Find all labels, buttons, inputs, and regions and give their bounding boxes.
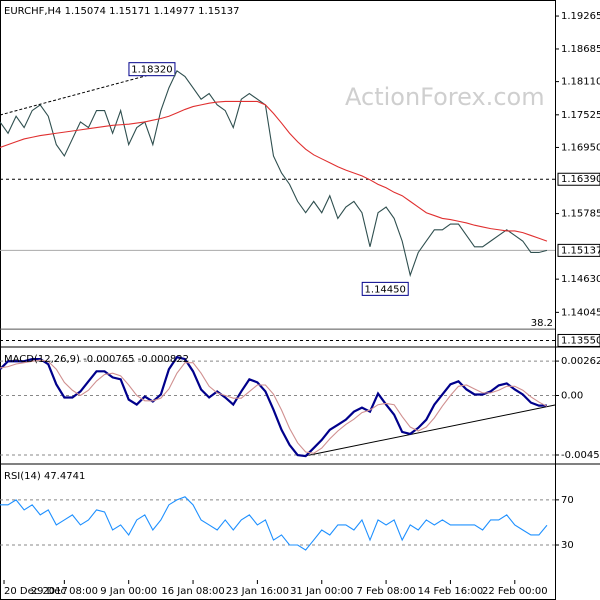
y-tick-label: -0.004526	[561, 450, 600, 461]
level-label: 1.15137	[561, 245, 600, 256]
y-tick-label: 1.18110	[561, 77, 600, 88]
x-tick-label: 7 Feb 08:00	[356, 586, 415, 597]
series-line	[0, 496, 548, 551]
y-tick-label: 1.15785	[561, 209, 600, 220]
x-tick-label: 23 Jan 16:00	[226, 586, 289, 597]
panel-title: EURCHF,H4 1.15074 1.15171 1.14977 1.1513…	[4, 6, 240, 17]
level-label: 1.13550	[561, 335, 600, 346]
macd-trend-line	[304, 404, 556, 457]
panel-title: MACD(12,26,9) -0.000765 -0.000822	[4, 354, 189, 365]
x-tick-label: 20 Dec 2017	[4, 586, 68, 597]
y-tick-label: 0.00262	[561, 356, 600, 367]
y-tick-label: 1.16950	[561, 142, 600, 153]
level-box	[557, 172, 600, 186]
series-line	[0, 355, 547, 458]
x-tick-label: 9 Jan 00:00	[100, 586, 157, 597]
y-tick-label: 70	[561, 495, 574, 506]
y-tick-label: 1.19265	[561, 11, 600, 22]
y-tick-label: 1.14045	[561, 307, 600, 318]
callout-label: 1.18320	[131, 65, 172, 76]
y-tick-label: 0.00	[561, 391, 583, 402]
series-line	[0, 100, 548, 242]
x-tick-label: 29 Dec 08:00	[31, 586, 98, 597]
fib-label: 38.2	[531, 318, 553, 329]
y-tick-label: 1.14630	[561, 274, 600, 285]
series-line	[0, 359, 548, 454]
callout-label: 1.14450	[365, 284, 406, 295]
x-tick-label: 31 Jan 00:00	[290, 586, 353, 597]
panel-title: RSI(14) 47.4741	[4, 471, 85, 482]
series-line	[0, 69, 548, 278]
y-tick-label: 1.18685	[561, 44, 600, 55]
y-tick-label: 1.17525	[561, 110, 600, 121]
x-tick-label: 22 Feb 00:00	[482, 586, 548, 597]
callout-box	[128, 62, 176, 77]
level-label: 1.16390	[561, 174, 600, 185]
level-box	[557, 243, 600, 257]
watermark: ActionForex.com	[345, 83, 545, 111]
callout-box	[361, 281, 409, 296]
x-tick-label: 16 Jan 08:00	[161, 586, 224, 597]
y-tick-label: 30	[561, 540, 574, 551]
x-tick-label: 14 Feb 16:00	[418, 586, 484, 597]
level-box	[557, 333, 600, 347]
